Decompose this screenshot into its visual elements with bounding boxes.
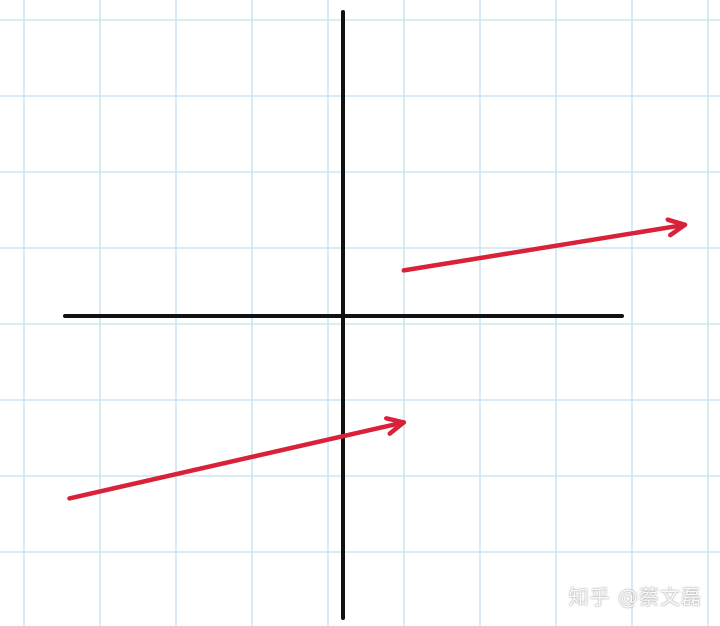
vector-arrowhead-2 [384, 416, 407, 436]
vector-group [67, 217, 688, 501]
watermark-text: 知乎 @蔡文磊 [568, 585, 702, 609]
vector-line-2 [67, 420, 407, 501]
vector-line-1 [401, 222, 688, 273]
vector-arrowhead-1 [665, 217, 688, 238]
